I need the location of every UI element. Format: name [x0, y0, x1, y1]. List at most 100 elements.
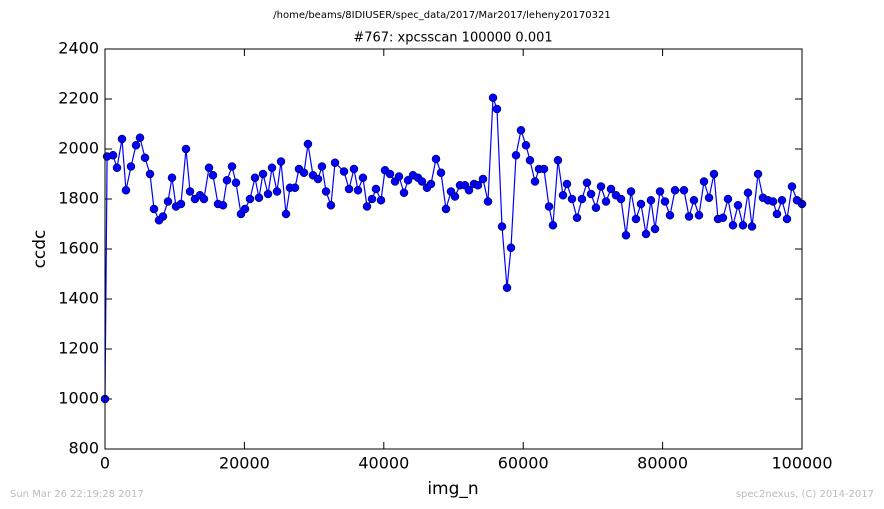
data-point [218, 201, 228, 210]
data-point [227, 162, 237, 171]
data-point [699, 177, 709, 186]
data-point [344, 184, 354, 194]
data-point [718, 213, 728, 222]
data-point [263, 189, 273, 199]
data-point [149, 204, 159, 214]
data-point [208, 171, 218, 180]
data-point [525, 156, 535, 165]
data-point [539, 164, 549, 174]
data-point [464, 186, 474, 195]
data-point [394, 172, 404, 181]
data-point [655, 187, 665, 196]
data-point [258, 169, 268, 179]
data-point [112, 163, 122, 172]
data-point [591, 203, 601, 212]
data-point [176, 199, 186, 209]
data-point [135, 133, 145, 142]
y-axis-label: ccdc [30, 230, 50, 269]
data-point [777, 196, 787, 205]
data-point [621, 231, 631, 240]
data-point [131, 141, 141, 150]
data-point [140, 153, 150, 162]
data-point [782, 214, 792, 224]
y-tick-label: 800 [68, 439, 99, 458]
data-point [276, 157, 286, 166]
data-point [240, 204, 250, 214]
data-point [616, 194, 626, 204]
data-point [376, 196, 386, 205]
data-point [330, 158, 340, 167]
data-point [684, 212, 694, 221]
data-point [163, 197, 173, 206]
data-point [772, 209, 782, 219]
data-point [582, 178, 592, 187]
data-point [521, 141, 531, 150]
data-point [222, 176, 232, 185]
data-point [403, 176, 413, 185]
data-point [349, 164, 359, 174]
data-point [733, 201, 743, 210]
data-point [601, 197, 611, 206]
data-point [204, 163, 214, 172]
data-point [431, 154, 441, 164]
x-axis-label: img_n [427, 479, 478, 499]
data-point [167, 173, 177, 182]
data-point [492, 104, 502, 114]
data-point [787, 182, 797, 191]
data-point [272, 187, 282, 196]
data-point [572, 213, 582, 222]
data-point [558, 191, 568, 200]
data-point [636, 199, 646, 209]
data-point [250, 173, 260, 182]
y-tick-label: 1000 [58, 389, 99, 408]
y-tick-label: 2200 [58, 89, 99, 108]
data-point [483, 197, 493, 206]
data-point [441, 204, 451, 214]
chart-title: #767: xpcsscan 100000 0.001 [353, 31, 552, 46]
data-point [121, 186, 131, 195]
data-point [321, 187, 331, 196]
x-tick-label: 0 [100, 454, 110, 473]
y-tick-label: 1800 [58, 189, 99, 208]
data-point [606, 184, 616, 194]
data-line [104, 97, 803, 400]
data-point [660, 197, 670, 206]
data-point [326, 201, 336, 210]
data-point [126, 162, 136, 171]
data-point [704, 193, 714, 202]
data-point [694, 211, 704, 220]
data-point [473, 181, 483, 190]
data-point [497, 222, 507, 231]
data-point [728, 221, 738, 230]
data-point [626, 187, 636, 196]
data-point [317, 162, 327, 171]
data-point [313, 174, 323, 184]
data-point [530, 177, 540, 186]
data-point [516, 126, 526, 135]
data-point [544, 202, 554, 211]
data-point [567, 194, 577, 204]
data-point [426, 179, 436, 189]
x-tick-label: 100000 [771, 454, 832, 473]
data-point [417, 177, 427, 186]
footer-left: Sun Mar 26 22:19:28 2017 [10, 489, 144, 500]
data-point [371, 184, 381, 194]
data-point [709, 169, 719, 179]
data-point [689, 196, 699, 205]
data-point [117, 134, 127, 144]
data-point [679, 186, 689, 195]
data-point [650, 224, 660, 234]
data-point [665, 211, 675, 220]
data-point [158, 212, 168, 221]
plot-frame [104, 48, 803, 450]
data-point [723, 194, 733, 204]
suptitle: /home/beams/8IDIUSER/spec_data/2017/Mar2… [273, 10, 610, 21]
data-point [299, 168, 309, 177]
data-point [281, 209, 291, 219]
data-point [548, 221, 558, 230]
x-tick-label: 60000 [498, 454, 549, 473]
data-point [586, 189, 596, 199]
data-point [753, 169, 763, 179]
data-point [478, 174, 488, 184]
y-tick-label: 2000 [58, 139, 99, 158]
